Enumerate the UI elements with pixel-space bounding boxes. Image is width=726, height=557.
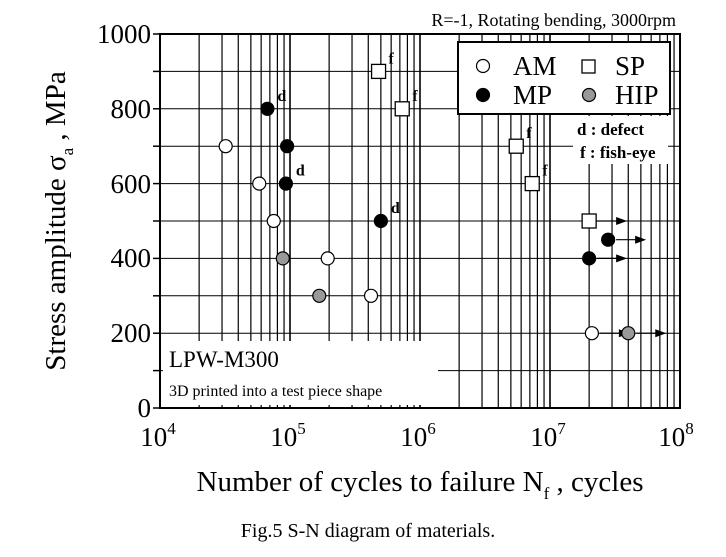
material-note: 3D printed into a test piece shape bbox=[169, 383, 382, 400]
point-annotation-sp: f bbox=[542, 163, 548, 180]
data-point-hip bbox=[621, 326, 636, 341]
material-name: LPW-M300 bbox=[169, 347, 279, 372]
data-point-sp bbox=[370, 63, 387, 80]
legend: AM SP MP HIP bbox=[457, 41, 671, 115]
point-annotation-sp: f bbox=[412, 88, 418, 105]
legend-label-sp: SP bbox=[615, 51, 645, 81]
x-tick-labels: 104 105 106 107 108 bbox=[140, 419, 694, 452]
legend-marker-mp bbox=[475, 87, 491, 103]
figure-caption: Fig.5 S-N diagram of materials. bbox=[241, 520, 495, 542]
data-point-hip bbox=[275, 251, 290, 266]
x-tick-label: 107 bbox=[530, 419, 566, 452]
y-tick-label: 200 bbox=[111, 318, 152, 348]
point-annotation-mp: d bbox=[277, 88, 286, 105]
data-point-mp bbox=[582, 251, 597, 266]
data-point-am bbox=[252, 176, 267, 191]
data-point-hip bbox=[312, 288, 327, 303]
condition-text: R=-1, Rotating bending, 3000rpm bbox=[431, 10, 676, 30]
point-annotation-mp: d bbox=[296, 163, 305, 180]
point-annotation-mp: d bbox=[391, 200, 400, 217]
legend-box bbox=[457, 41, 671, 115]
y-tick-label: 0 bbox=[138, 393, 152, 423]
y-tick-label: 1000 bbox=[97, 19, 151, 49]
x-tick-label: 106 bbox=[400, 419, 436, 452]
y-tick-label: 600 bbox=[111, 169, 152, 199]
key-defect: d : defect bbox=[577, 120, 644, 139]
x-axis-title: Number of cycles to failure Nf , cycles bbox=[197, 466, 644, 503]
data-point-sp bbox=[394, 101, 410, 117]
data-point-am bbox=[363, 288, 379, 303]
runout-arrowhead-mp bbox=[616, 254, 628, 263]
data-point-mp bbox=[260, 101, 275, 116]
key-fish-eye: f : fish-eye bbox=[580, 143, 656, 162]
legend-label-hip: HIP bbox=[615, 80, 659, 110]
point-annotation-sp: f bbox=[526, 125, 532, 142]
runout-arrowhead-sp bbox=[616, 217, 628, 225]
x-tick-label: 108 bbox=[658, 419, 694, 452]
data-layer: d d d f f f f bbox=[218, 50, 667, 341]
runout-arrowhead-mp bbox=[635, 235, 647, 244]
runout-arrowhead-hip bbox=[655, 329, 667, 338]
data-point-sp bbox=[508, 138, 524, 154]
data-point-mp bbox=[601, 232, 616, 247]
material-box bbox=[163, 341, 438, 405]
plot-frame bbox=[159, 33, 681, 409]
point-annotation-sp: f bbox=[389, 50, 395, 67]
data-point-sp bbox=[524, 175, 540, 192]
legend-label-mp: MP bbox=[513, 80, 552, 110]
x-tick-label: 104 bbox=[140, 419, 176, 452]
data-point-mp bbox=[278, 176, 294, 191]
annotation-key: d : defect f : fish-eye bbox=[573, 116, 668, 164]
y-tick-label: 800 bbox=[111, 94, 152, 124]
y-tick-labels: 0 200 400 600 800 1000 bbox=[97, 19, 151, 423]
data-point-am bbox=[218, 139, 233, 154]
y-tick-label: 400 bbox=[111, 243, 152, 273]
legend-marker-sp bbox=[581, 59, 596, 74]
data-point-mp bbox=[280, 139, 295, 154]
key-box bbox=[573, 116, 668, 164]
data-point-am bbox=[266, 213, 281, 229]
x-tick-label: 105 bbox=[270, 419, 306, 452]
material-label: LPW-M300 3D printed into a test piece sh… bbox=[163, 341, 438, 405]
data-point-am bbox=[584, 326, 599, 341]
data-point-mp bbox=[373, 213, 388, 229]
y-axis-title: Stress amplitude σa , MPa bbox=[40, 71, 77, 371]
data-point-am bbox=[320, 251, 335, 266]
legend-label-am: AM bbox=[513, 51, 557, 81]
legend-marker-am bbox=[475, 58, 491, 74]
legend-marker-hip bbox=[581, 87, 597, 103]
data-point-sp bbox=[581, 213, 597, 229]
